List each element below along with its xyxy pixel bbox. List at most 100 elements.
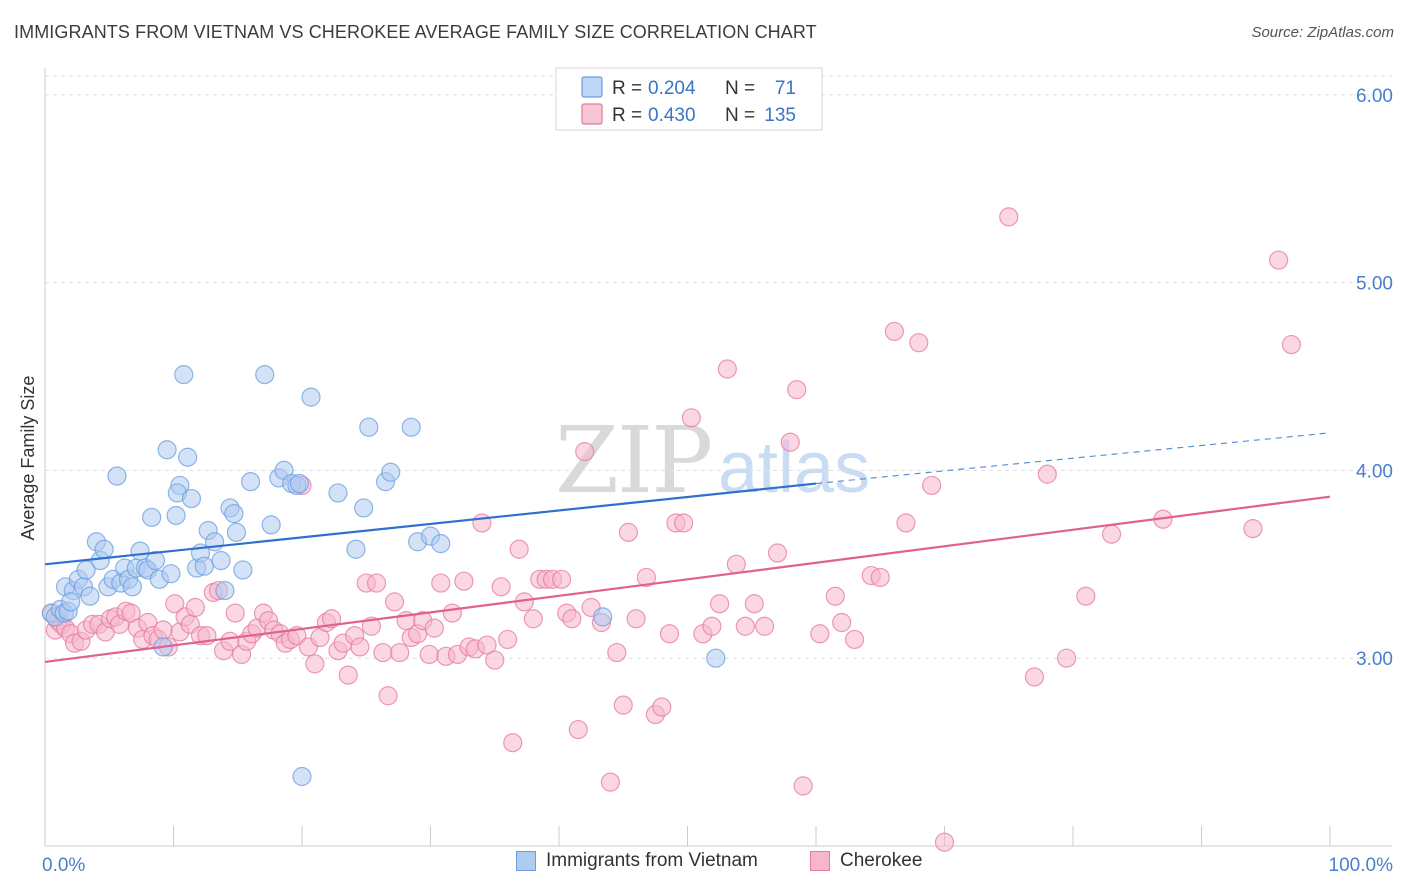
stats-legend-swatch: [581, 76, 603, 98]
data-point-vietnam: [593, 607, 613, 627]
data-point-cherokee: [1101, 524, 1122, 544]
data-point-cherokee: [1056, 648, 1077, 668]
data-point-cherokee: [767, 543, 788, 563]
data-point-vietnam: [301, 387, 321, 407]
data-point-cherokee: [999, 207, 1019, 227]
data-point-cherokee: [1037, 464, 1057, 484]
data-point-vietnam: [289, 473, 310, 494]
data-point-vietnam: [142, 507, 162, 527]
data-point-vietnam: [706, 648, 726, 668]
data-point-cherokee: [934, 832, 955, 852]
data-point-cherokee: [477, 635, 497, 655]
data-point-vietnam: [211, 550, 231, 571]
legend-swatch-vietnam: [516, 851, 536, 871]
data-point-cherokee: [735, 616, 755, 636]
x-tick-label: 0.0%: [42, 855, 85, 876]
legend-label-vietnam: Immigrants from Vietnam: [546, 850, 758, 871]
data-point-cherokee: [361, 616, 381, 636]
data-point-cherokee: [185, 597, 205, 618]
y-tick-label: 4.00: [1356, 461, 1393, 482]
data-point-cherokee: [1076, 586, 1096, 606]
data-point-cherokee: [681, 408, 701, 428]
data-point-cherokee: [384, 592, 405, 612]
stats-n-value: 71: [775, 78, 796, 99]
data-point-cherokee: [424, 618, 444, 638]
data-point-cherokee: [373, 642, 393, 663]
data-point-cherokee: [600, 772, 621, 792]
data-point-cherokee: [378, 686, 398, 706]
data-point-cherokee: [472, 513, 492, 533]
data-point-cherokee: [551, 569, 572, 589]
data-point-cherokee: [305, 654, 325, 674]
data-point-cherokee: [810, 624, 830, 644]
data-point-vietnam: [181, 488, 202, 509]
data-point-cherokee: [717, 359, 737, 379]
legend-label-cherokee: Cherokee: [840, 850, 923, 871]
data-point-cherokee: [523, 609, 543, 629]
data-point-vietnam: [226, 522, 247, 542]
data-point-cherokee: [636, 567, 656, 588]
data-point-vietnam: [292, 766, 312, 787]
data-point-vietnam: [241, 472, 261, 492]
data-point-vietnam: [359, 417, 379, 437]
data-point-cherokee: [702, 616, 722, 636]
data-point-cherokee: [607, 642, 627, 663]
data-point-vietnam: [107, 466, 127, 486]
data-point-cherokee: [491, 577, 511, 597]
data-point-cherokee: [1243, 519, 1263, 539]
data-point-vietnam: [122, 577, 142, 597]
data-point-cherokee: [568, 719, 588, 740]
data-point-cherokee: [153, 620, 173, 640]
data-point-cherokee: [754, 616, 775, 636]
y-axis-label: Average Family Size: [18, 376, 38, 541]
data-point-cherokee: [562, 609, 582, 629]
data-point-vietnam: [401, 417, 421, 437]
data-point-cherokee: [350, 637, 370, 657]
data-point-vietnam: [354, 498, 374, 518]
data-point-cherokee: [225, 603, 245, 623]
trend-line-vietnam-extension: [815, 432, 1331, 485]
data-point-cherokee: [419, 644, 439, 665]
data-point-cherokee: [509, 539, 529, 559]
data-point-vietnam: [161, 564, 181, 584]
data-point-vietnam: [166, 505, 186, 526]
data-point-cherokee: [710, 594, 730, 614]
bottom-legend: Immigrants from Vietnam Cherokee: [0, 850, 1406, 880]
stats-legend-swatch: [581, 103, 603, 125]
bottom-legend-item-cherokee: Cherokee: [810, 850, 922, 872]
data-point-cherokee: [780, 432, 800, 452]
y-tick-label: 5.00: [1356, 274, 1393, 295]
data-point-cherokee: [390, 642, 410, 663]
data-point-cherokee: [1024, 667, 1045, 687]
data-point-cherokee: [321, 609, 342, 629]
chart-title: IMMIGRANTS FROM VIETNAM VS CHEROKEE AVER…: [14, 22, 817, 42]
data-point-vietnam: [145, 550, 166, 571]
stats-r-value: 0.204: [648, 78, 696, 99]
data-point-cherokee: [825, 586, 845, 606]
data-point-cherokee: [744, 594, 764, 614]
data-point-cherokee: [498, 629, 518, 650]
data-point-cherokee: [1268, 250, 1289, 270]
data-point-cherokee: [674, 513, 694, 533]
x-tick-label: 100.0%: [1329, 855, 1394, 876]
data-point-vietnam: [233, 560, 253, 580]
data-point-vietnam: [157, 440, 177, 460]
data-point-cherokee: [909, 333, 929, 353]
data-point-cherokee: [165, 594, 185, 614]
data-point-vietnam: [215, 580, 235, 601]
data-point-cherokee: [787, 380, 807, 400]
data-point-vietnam: [381, 462, 401, 482]
data-point-cherokee: [844, 629, 865, 650]
data-point-cherokee: [832, 612, 852, 633]
data-point-vietnam: [194, 556, 214, 576]
data-point-cherokee: [338, 665, 358, 685]
data-point-vietnam: [94, 539, 114, 559]
data-point-cherokee: [884, 321, 904, 342]
data-point-cherokee: [659, 624, 680, 644]
data-point-cherokee: [652, 697, 672, 717]
data-point-cherokee: [896, 513, 916, 533]
stats-r-value: 0.430: [648, 105, 696, 126]
data-point-cherokee: [870, 567, 890, 588]
data-point-vietnam: [261, 515, 281, 535]
stats-r-label: R =: [612, 78, 642, 99]
